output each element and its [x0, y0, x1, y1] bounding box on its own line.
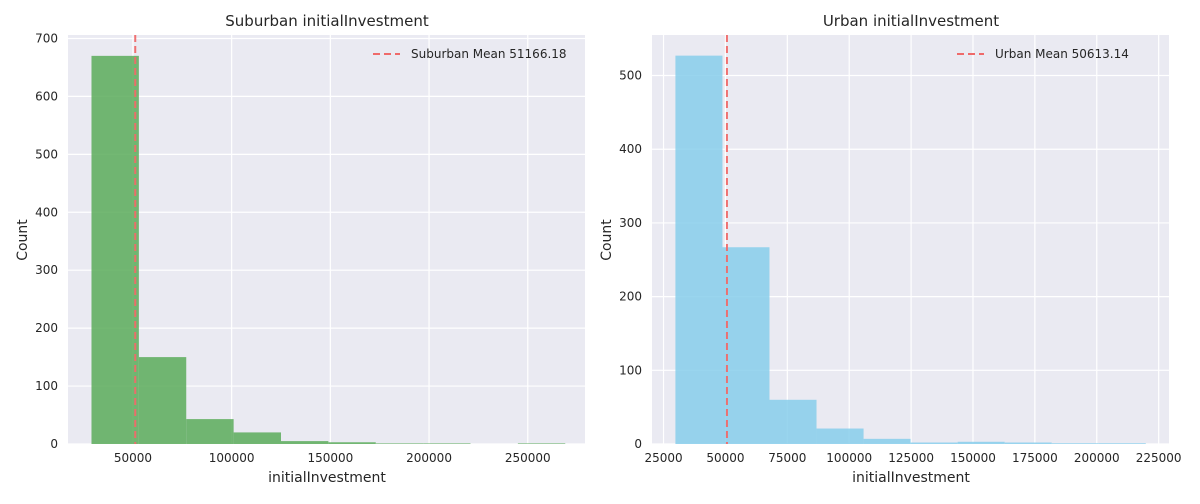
urban-legend: Urban Mean 50613.14 [957, 47, 1129, 61]
urban-x-tick-label: 200000 [1074, 451, 1120, 465]
suburban-y-tick-label: 700 [35, 31, 58, 45]
urban-y-tick-label: 500 [619, 69, 642, 83]
suburban-x-tick-label: 200000 [406, 451, 452, 465]
suburban-chart-title: Suburban initialInvestment [225, 12, 429, 30]
suburban-histogram-bar [280, 441, 329, 444]
urban-histogram-bar [769, 399, 817, 444]
suburban-x-tick-label: 150000 [307, 451, 353, 465]
urban-histogram-bar [1098, 443, 1146, 444]
urban-x-axis-label: initialInvestment [852, 470, 970, 486]
suburban-histogram-bar [517, 443, 566, 444]
suburban-histogram-bar [233, 432, 281, 444]
urban-chart-title: Urban initialInvestment [823, 12, 999, 30]
suburban-histogram-bar [375, 443, 424, 444]
suburban-x-tick-label: 50000 [114, 451, 152, 465]
urban-x-tick-label: 100000 [826, 451, 872, 465]
urban-y-tick-label: 200 [619, 290, 642, 304]
suburban-legend-label: Suburban Mean 51166.18 [411, 47, 567, 61]
suburban-histogram-bar [138, 357, 187, 444]
urban-histogram-bar [1004, 442, 1052, 444]
urban-histogram-bar [910, 442, 958, 444]
urban-x-tick-label: 125000 [888, 451, 934, 465]
suburban-bars [91, 55, 566, 444]
urban-y-axis-label: Count [599, 219, 615, 261]
urban-gridlines [652, 35, 1169, 445]
suburban-x-tick-labels: 50000 100000 150000 200000 250000 [114, 451, 551, 465]
urban-histogram-bar [1051, 443, 1099, 444]
suburban-histogram-panel: Suburban initialInvestment initialInvest… [15, 12, 585, 486]
urban-plot-area [652, 35, 1169, 445]
suburban-x-tick-label: 250000 [505, 451, 551, 465]
suburban-histogram-bar [423, 443, 471, 444]
suburban-y-tick-label: 500 [35, 147, 58, 161]
urban-histogram-bar [722, 247, 770, 444]
urban-y-tick-label: 300 [619, 216, 642, 230]
urban-x-tick-label: 150000 [950, 451, 996, 465]
suburban-x-tick-label: 100000 [209, 451, 255, 465]
suburban-y-tick-label: 400 [35, 205, 58, 219]
suburban-y-axis-label: Count [15, 219, 31, 261]
urban-bars [675, 55, 1146, 444]
suburban-histogram-bar [328, 442, 376, 444]
urban-histogram-bar [675, 55, 723, 444]
suburban-histogram-bar [186, 419, 234, 444]
urban-x-tick-label: 50000 [706, 451, 744, 465]
suburban-gridlines [68, 35, 585, 445]
urban-histogram-bar [863, 438, 911, 444]
urban-y-tick-labels: 0 100 200 300 400 500 [619, 69, 642, 451]
urban-legend-label: Urban Mean 50613.14 [995, 47, 1129, 61]
urban-x-tick-labels: 25000 50000 75000 100000 125000 150000 175000 2… [644, 451, 1181, 465]
urban-y-tick-label: 0 [634, 437, 642, 451]
suburban-y-tick-label: 200 [35, 321, 58, 335]
urban-y-tick-label: 100 [619, 363, 642, 377]
suburban-y-tick-label: 300 [35, 263, 58, 277]
suburban-legend: Suburban Mean 51166.18 [373, 47, 567, 61]
suburban-y-tick-labels: 0 100 200 300 400 500 600 700 [35, 31, 58, 451]
suburban-x-axis-label: initialInvestment [268, 470, 386, 486]
urban-histogram-bar [957, 441, 1005, 444]
urban-x-tick-label: 75000 [768, 451, 806, 465]
suburban-plot-area [68, 35, 585, 445]
urban-x-tick-label: 225000 [1136, 451, 1182, 465]
urban-x-tick-label: 25000 [644, 451, 682, 465]
suburban-y-tick-label: 600 [35, 89, 58, 103]
suburban-y-tick-label: 100 [35, 379, 58, 393]
urban-x-tick-label: 175000 [1012, 451, 1058, 465]
suburban-histogram-bar [91, 55, 139, 444]
urban-y-tick-label: 400 [619, 142, 642, 156]
urban-histogram-bar [816, 428, 864, 444]
urban-histogram-panel: Urban initialInvestment initialInvestmen… [599, 12, 1182, 486]
suburban-y-tick-label: 0 [50, 437, 58, 451]
